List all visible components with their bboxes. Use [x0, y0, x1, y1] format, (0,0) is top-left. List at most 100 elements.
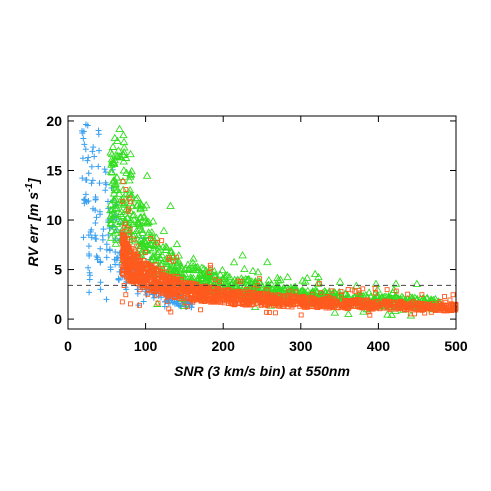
triangle-point	[253, 267, 263, 276]
triangle-point	[159, 226, 169, 234]
square-point	[148, 235, 154, 241]
square-point	[356, 290, 362, 296]
square-point	[230, 299, 236, 305]
plus-point	[101, 166, 108, 173]
square-point	[135, 253, 141, 259]
plus-point	[92, 196, 99, 203]
plus-point	[88, 180, 95, 187]
square-point	[367, 312, 373, 318]
plus-point	[82, 191, 89, 198]
plus-point	[85, 170, 92, 177]
plus-point	[150, 294, 157, 301]
triangle-point	[109, 176, 118, 184]
plus-point	[85, 264, 92, 271]
plus-point	[103, 296, 110, 303]
triangle-point	[242, 275, 252, 283]
square-point	[155, 300, 161, 306]
triangle-point	[137, 225, 147, 233]
triangle-point	[272, 284, 282, 293]
square-point	[360, 286, 366, 292]
triangle-point	[279, 283, 288, 292]
square-point	[265, 291, 271, 297]
triangle-point	[115, 124, 124, 133]
square-point	[260, 290, 266, 296]
plus-point	[88, 234, 95, 241]
plus-point	[143, 291, 150, 298]
y-tick-label: 15	[46, 162, 62, 178]
plus-point	[102, 169, 109, 176]
triangle-point	[383, 310, 392, 318]
triangle-point	[126, 149, 135, 158]
square-point	[119, 198, 125, 204]
square-point	[244, 300, 250, 306]
triangle-point	[106, 200, 116, 208]
square-point	[441, 304, 447, 310]
square-point	[133, 262, 139, 267]
square-point	[156, 276, 162, 282]
square-point	[264, 309, 270, 315]
square-point	[208, 265, 214, 271]
triangle-point	[145, 243, 155, 251]
square-point	[184, 304, 190, 310]
square-point	[205, 293, 211, 299]
triangle-point	[167, 264, 177, 272]
square-point	[422, 310, 428, 316]
triangle-point	[218, 265, 227, 274]
square-point	[265, 299, 271, 305]
y-tick-label: 0	[54, 311, 62, 327]
x-axis-label: SNR (3 km/s bin) at 550nm	[174, 363, 350, 379]
plus-point	[96, 147, 103, 154]
triangle-point	[220, 272, 230, 281]
triangle-point	[422, 293, 432, 301]
triangle-point	[119, 200, 129, 208]
plus-point	[84, 157, 91, 164]
square-point	[417, 306, 422, 312]
plus-point	[79, 175, 86, 182]
square-point	[240, 300, 246, 306]
plus-point	[140, 298, 147, 305]
square-point	[171, 276, 177, 282]
square-point	[330, 296, 336, 302]
square-point	[329, 288, 335, 294]
square-point	[444, 308, 450, 314]
plus-point	[97, 245, 104, 252]
square-point	[322, 303, 328, 309]
plus-point	[90, 144, 97, 151]
triangle-point	[237, 274, 246, 282]
triangle-point	[264, 275, 274, 284]
plus-point	[102, 179, 109, 186]
triangle-point	[359, 307, 368, 315]
x-axis: 0 100 200 300 400 500	[64, 116, 468, 354]
plus-point	[134, 286, 141, 293]
square-point	[119, 299, 125, 305]
square-point	[338, 301, 344, 307]
square-point	[230, 291, 236, 297]
triangle-point	[106, 148, 115, 156]
triangle-point	[135, 221, 145, 229]
square-point	[233, 291, 239, 297]
square-point	[298, 312, 304, 318]
triangle-point	[229, 257, 239, 266]
square-point	[121, 224, 127, 230]
square-point	[447, 297, 453, 303]
triangle-point	[119, 166, 129, 174]
plus-point	[169, 299, 176, 306]
triangle-point	[115, 152, 124, 160]
triangle-point	[344, 309, 353, 317]
square-point	[338, 289, 344, 294]
triangle-point	[387, 310, 397, 318]
square-point	[152, 280, 158, 286]
plus-point	[92, 220, 99, 227]
square-point	[297, 300, 303, 305]
triangle-point	[137, 238, 147, 247]
y-axis-label-end: ]	[25, 177, 41, 185]
square-point	[171, 290, 177, 296]
triangle-point	[112, 203, 121, 211]
square-point	[147, 270, 153, 276]
triangle-point	[166, 246, 176, 254]
square-point	[292, 297, 298, 303]
square-point	[385, 300, 391, 306]
square-point	[131, 266, 136, 272]
triangle-point	[142, 217, 152, 226]
